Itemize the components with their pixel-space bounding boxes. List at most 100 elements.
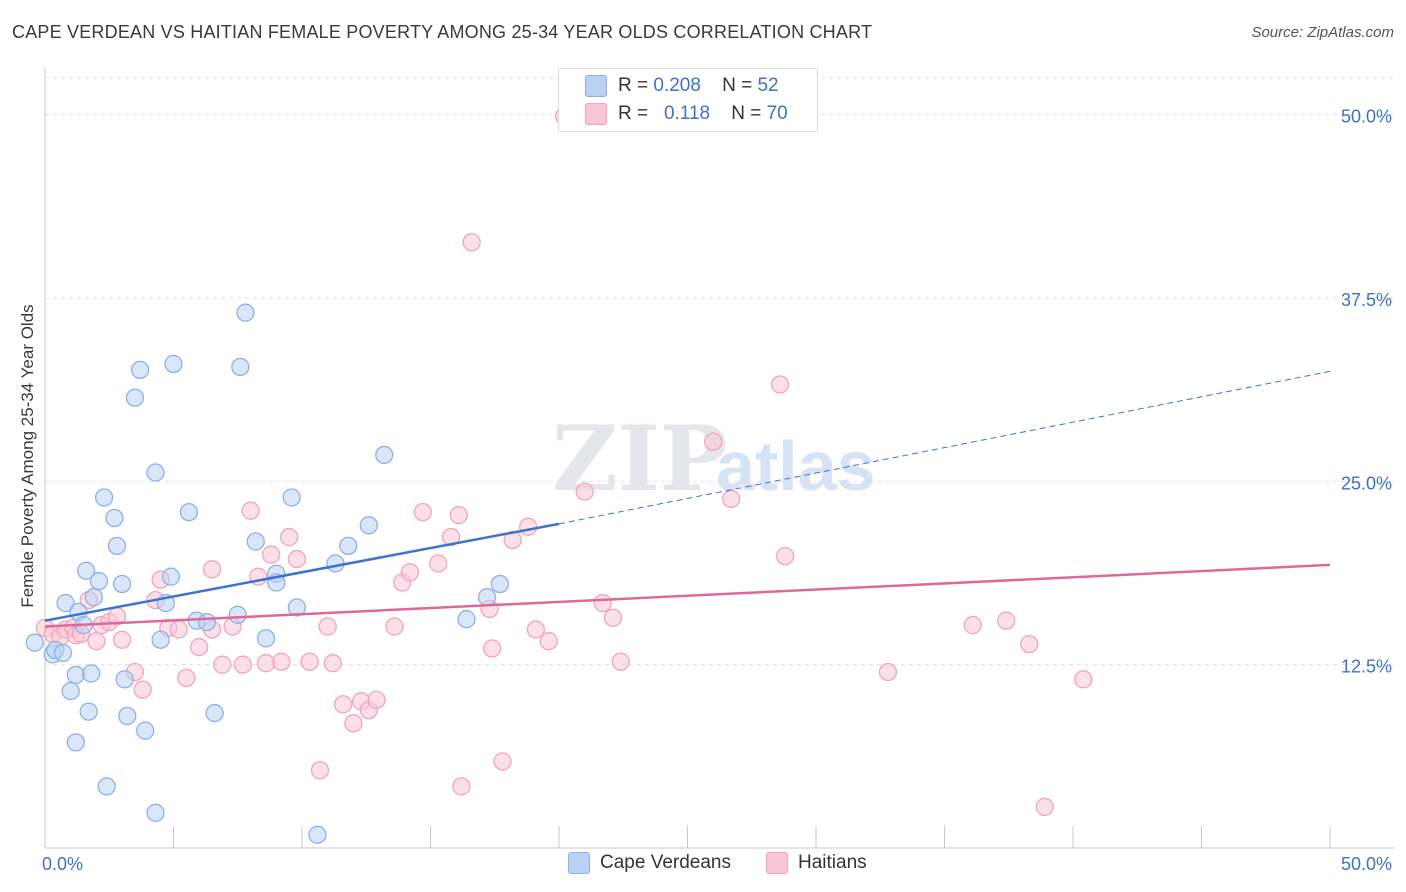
cape-verdeans-point	[66, 665, 85, 685]
cape-verdeans-point	[197, 612, 217, 632]
cape-verdeans-point	[164, 354, 183, 374]
cape-verdeans-point	[130, 360, 150, 380]
cape-verdeans-point	[136, 721, 155, 740]
n-value-haitians: 70	[766, 103, 788, 124]
cape-verdeans-point	[82, 664, 101, 683]
y-tick-label: 50.0%	[1341, 107, 1392, 127]
haitians-point	[262, 545, 281, 564]
haitians-point	[279, 527, 299, 547]
cape-verdeans-point	[375, 445, 394, 465]
haitians-point	[1035, 797, 1054, 817]
n-value-cape-verdeans: 52	[757, 75, 779, 96]
cape-verdeans-point	[76, 561, 96, 580]
cape-verdeans-point	[61, 681, 80, 701]
cape-verdeans-trend-extension	[558, 370, 1331, 525]
cape-verdeans-point	[125, 388, 145, 407]
haitians-point	[1020, 634, 1039, 654]
haitians-legend-swatch	[766, 852, 788, 874]
haitians-point	[413, 502, 432, 522]
haitians-point	[202, 560, 222, 579]
haitians-point	[963, 615, 982, 635]
haitians-point	[704, 432, 723, 451]
haitians-point	[526, 620, 546, 639]
haitians-point	[770, 375, 790, 394]
cape-verdeans-point	[457, 610, 476, 629]
haitians-point	[256, 654, 276, 673]
haitians-point	[449, 505, 468, 525]
haitians-point	[233, 655, 253, 674]
haitians-point	[575, 482, 594, 501]
haitians-point	[776, 546, 795, 566]
cape-verdeans-point	[84, 588, 103, 607]
haitians-point	[429, 554, 448, 573]
cape-verdeans-point	[179, 502, 199, 522]
watermark-atlas: atlas	[716, 427, 876, 505]
cape-verdeans-point	[256, 629, 276, 648]
haitians-point	[87, 632, 106, 651]
haitians-point	[519, 517, 538, 536]
haitians-point	[323, 654, 342, 673]
cape-verdeans-point	[79, 702, 98, 721]
cape-verdeans-trend-line	[44, 522, 560, 622]
y-tick-label: 12.5%	[1341, 657, 1392, 677]
r-label: R =	[618, 75, 649, 96]
cape-verdeans-point	[146, 463, 165, 482]
cape-verdeans-point	[66, 733, 85, 752]
y-tick-label: 25.0%	[1341, 473, 1392, 493]
cape-verdeans-point	[97, 777, 116, 796]
haitians-point	[344, 714, 363, 733]
bottom-legend-haitians: Haitians	[766, 852, 867, 874]
r-value-haitians: 0.118	[663, 103, 711, 124]
cape-verdeans-point	[115, 670, 134, 689]
cape-verdeans-legend-swatch	[568, 852, 590, 874]
cape-verdeans-point	[228, 605, 247, 624]
cape-verdeans-point	[339, 536, 358, 556]
haitians-point	[493, 752, 512, 771]
haitians-point	[878, 662, 898, 682]
cape-verdeans-point	[146, 803, 165, 822]
haitians-point	[190, 637, 209, 657]
cape-verdeans-point	[205, 703, 224, 723]
n-label: N =	[722, 75, 753, 96]
cape-verdeans-point	[161, 567, 181, 586]
cape-verdeans-point	[105, 508, 124, 528]
haitians-point	[603, 608, 623, 627]
cape-verdeans-point	[246, 532, 265, 551]
cape-verdeans-point	[282, 488, 301, 507]
haitians-point	[133, 680, 152, 699]
cape-verdeans-point	[287, 598, 307, 617]
y-axis-label: Female Poverty Among 25-34 Year Olds	[18, 304, 37, 607]
bottom-legend-cape-verdeans: Cape Verdeans	[568, 852, 731, 874]
haitians-point	[177, 668, 196, 688]
cape-verdeans-point	[231, 357, 250, 377]
cape-verdeans-point	[477, 588, 497, 607]
haitians-swatch	[585, 103, 607, 125]
cape-verdeans-point	[53, 643, 73, 663]
haitians-point	[400, 563, 420, 582]
haitians-point	[539, 632, 558, 651]
haitians-point	[241, 501, 260, 520]
y-tick-label: 37.5%	[1341, 290, 1392, 310]
cape-verdeans-swatch	[585, 75, 607, 97]
chart-title: CAPE VERDEAN VS HAITIAN FEMALE POVERTY A…	[12, 22, 873, 42]
cape-verdeans-point	[89, 571, 109, 591]
cape-verdeans-point	[359, 516, 378, 535]
haitians-point	[593, 593, 612, 613]
cape-verdeans-point	[25, 633, 44, 652]
cape-verdeans-point	[326, 554, 345, 573]
cape-verdeans-legend-label: Cape Verdeans	[600, 852, 731, 873]
haitians-point	[722, 489, 741, 509]
haitians-point	[452, 777, 471, 796]
haitians-point	[997, 611, 1016, 630]
cape-verdeans-point	[107, 536, 127, 556]
cape-verdeans-point	[56, 593, 75, 613]
cape-verdeans-point	[118, 706, 137, 726]
haitians-point	[272, 652, 291, 671]
haitians-legend-label: Haitians	[798, 852, 867, 873]
haitians-point	[318, 617, 337, 636]
haitians-point	[462, 233, 481, 252]
r-value-cape-verdeans: 0.208	[653, 75, 701, 96]
cape-verdeans-point	[236, 303, 255, 322]
haitians-point	[385, 617, 404, 636]
